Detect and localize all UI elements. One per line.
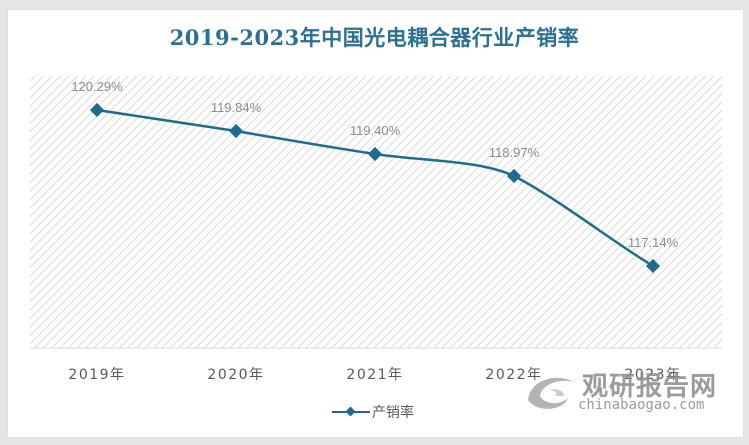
data-label-2021: 119.40%	[349, 123, 401, 138]
data-label-2019: 120.29%	[71, 79, 123, 94]
marker-diamond-icon	[645, 258, 661, 274]
watermark-cn: 观研报告网	[582, 372, 718, 402]
data-label-2020: 119.84%	[210, 100, 262, 115]
legend-label: 产销率	[372, 405, 414, 421]
x-tick-2019: 2019年	[68, 367, 126, 383]
watermark-en: chinabaogao.com	[578, 397, 705, 413]
x-tick-2021: 2021年	[346, 367, 404, 383]
x-tick-2023: 2023年	[624, 367, 682, 383]
plot-background	[30, 76, 722, 348]
watermark: 观研报告网 chinabaogao.com	[520, 366, 720, 416]
x-tick-2022: 2022年	[485, 367, 543, 383]
chart-title: 2019-2023年中国光电耦合器行业产销率	[169, 25, 580, 50]
data-label-2022: 118.97%	[488, 145, 540, 160]
x-tick-2020: 2020年	[207, 367, 265, 383]
legend[interactable]: 产销率	[332, 402, 414, 422]
data-label-2023: 117.14%	[627, 235, 679, 250]
legend-line-diamond-icon	[332, 405, 370, 419]
marker-diamond-icon	[367, 146, 383, 162]
marker-diamond-icon	[506, 168, 522, 184]
watermark-logo-icon	[528, 377, 574, 409]
